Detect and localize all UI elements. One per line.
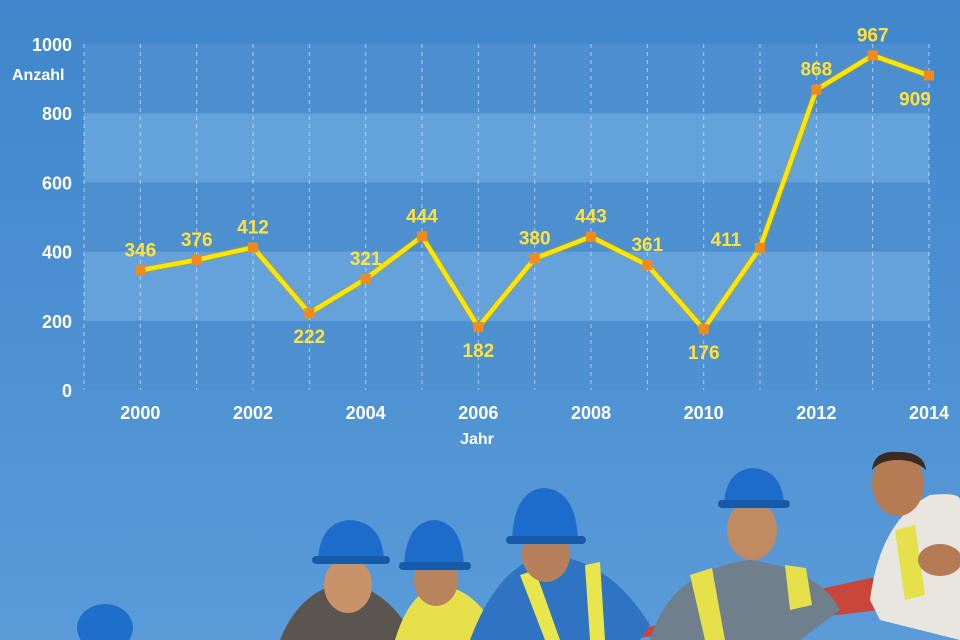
data-point	[191, 254, 202, 265]
plot-band	[84, 44, 929, 114]
data-label: 909	[899, 89, 931, 110]
x-tick-label: 2010	[684, 403, 724, 423]
construction-workers-photo	[77, 451, 960, 640]
data-label: 346	[124, 240, 156, 261]
data-point	[529, 253, 540, 264]
data-point	[473, 322, 484, 333]
data-point	[642, 260, 653, 271]
data-point	[924, 70, 934, 81]
y-axis-tick-labels: 0 200 400 600 800 1000	[32, 35, 72, 401]
y-tick-label: 0	[62, 381, 72, 401]
x-tick-label: 2004	[346, 403, 386, 423]
y-tick-label: 800	[42, 104, 72, 124]
x-tick-label: 2012	[796, 403, 836, 423]
x-axis-tick-labels: 2000 2002 2004 2006 2008 2010 2012 2014	[120, 403, 949, 423]
x-tick-label: 2000	[120, 403, 160, 423]
data-label: 321	[350, 249, 382, 270]
data-point	[417, 231, 427, 242]
data-label: 361	[631, 235, 663, 256]
data-label: 182	[462, 341, 494, 362]
data-label: 868	[800, 60, 832, 81]
y-axis-title: Anzahl	[12, 67, 64, 84]
data-point	[867, 50, 878, 61]
data-label: 443	[575, 207, 607, 228]
data-labels: 346 376 412 222 321 444 182 380 443 361 176 411 868 9…	[124, 25, 930, 364]
plot-band	[84, 182, 929, 252]
data-label: 376	[181, 230, 213, 251]
y-tick-label: 600	[42, 173, 72, 193]
x-axis-title: Jahr	[460, 431, 494, 448]
data-label: 411	[711, 230, 742, 251]
plot-band	[84, 251, 929, 321]
data-label: 176	[688, 343, 720, 364]
plot-background-bands	[84, 44, 929, 390]
data-label: 444	[406, 206, 438, 227]
x-tick-label: 2014	[909, 403, 949, 423]
data-point	[360, 273, 371, 284]
data-point	[586, 231, 596, 242]
y-tick-label: 1000	[32, 35, 72, 55]
data-point	[698, 324, 709, 335]
x-tick-label: 2002	[233, 403, 273, 423]
series-markers	[135, 50, 934, 335]
x-tick-label: 2008	[571, 403, 611, 423]
data-label: 967	[857, 25, 889, 46]
data-point	[755, 242, 765, 253]
data-label: 222	[293, 327, 325, 348]
plot-band	[84, 320, 929, 390]
x-tick-label: 2006	[458, 403, 498, 423]
data-point	[135, 265, 146, 276]
data-label: 412	[237, 217, 269, 238]
data-point	[248, 242, 258, 253]
y-tick-label: 400	[42, 243, 72, 263]
vertical-gridlines	[83, 44, 930, 390]
data-point	[304, 308, 315, 319]
data-label: 380	[519, 229, 551, 250]
data-point	[811, 84, 822, 95]
y-tick-label: 200	[42, 312, 72, 332]
